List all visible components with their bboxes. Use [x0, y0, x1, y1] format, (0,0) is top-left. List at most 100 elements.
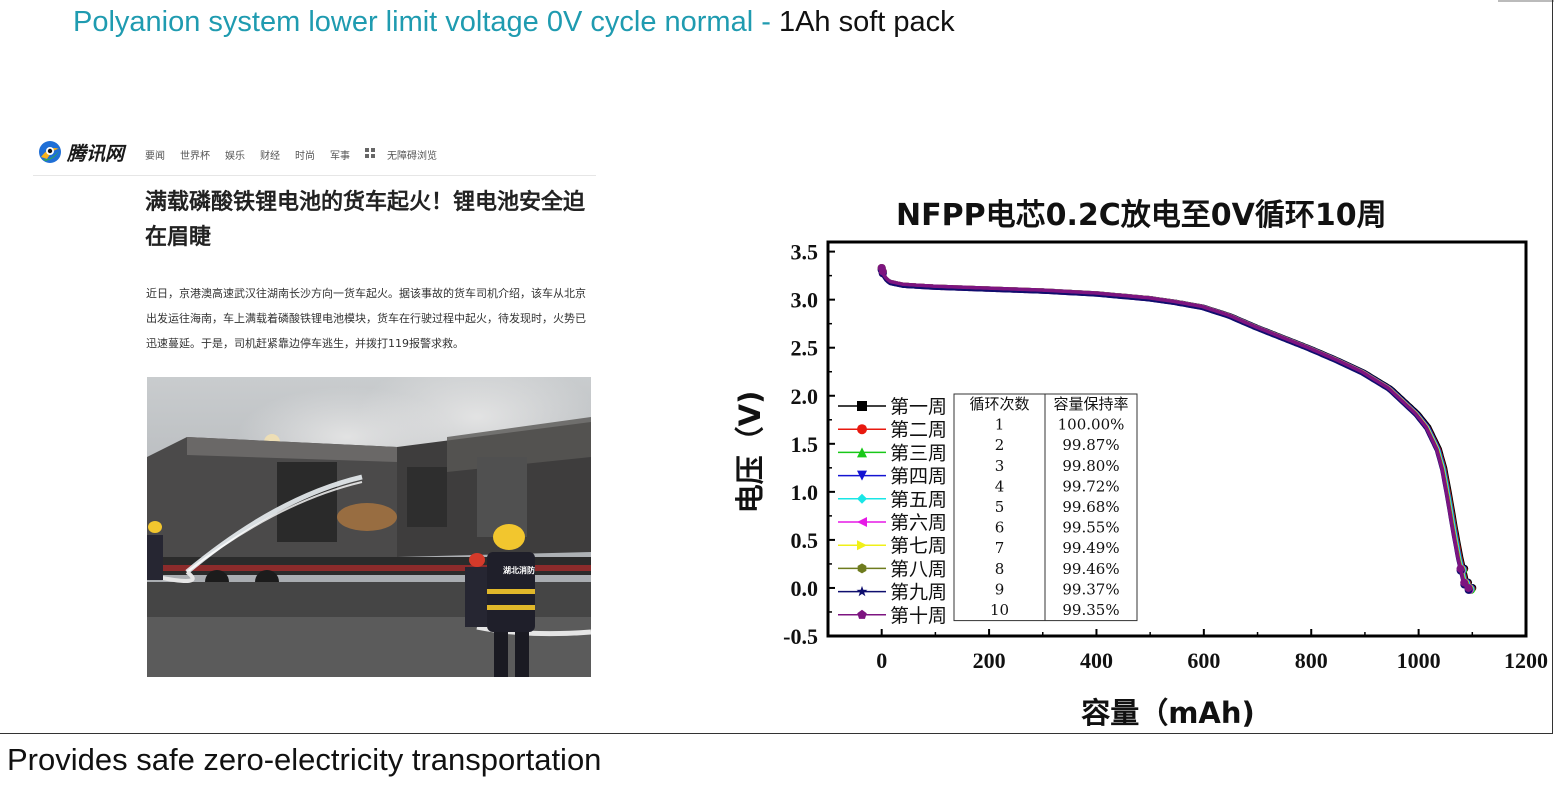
legend-label: 第三周 — [890, 442, 947, 464]
legend-marker-icon — [857, 493, 867, 504]
series-curve — [877, 263, 1473, 592]
data-point — [1456, 564, 1465, 573]
table-header: 循环次数 — [969, 395, 1029, 413]
legend-marker-icon — [857, 424, 867, 435]
news-nav: 要闻 世界杯 娱乐 财经 时尚 军事 无障碍浏览 — [145, 147, 452, 162]
legend-marker-icon — [857, 609, 867, 619]
table-cell-cycle: 9 — [995, 580, 1005, 598]
nav-item-finance[interactable]: 财经 — [260, 151, 280, 162]
y-tick-label: 1.5 — [791, 432, 819, 457]
table-cell-retention: 99.49% — [1062, 539, 1119, 557]
y-tick-label: 1.0 — [791, 480, 819, 505]
nav-item-fashion[interactable]: 时尚 — [295, 151, 315, 162]
table-cell-cycle: 10 — [990, 601, 1009, 619]
legend-item: 第十周 — [838, 605, 947, 627]
table-cell-cycle: 7 — [995, 539, 1005, 557]
grid-menu-icon[interactable] — [365, 148, 375, 158]
table-cell-cycle: 3 — [995, 457, 1005, 475]
table-cell-cycle: 2 — [995, 436, 1005, 454]
legend-item: 第五周 — [838, 489, 947, 511]
x-tick-label: 0 — [876, 648, 887, 673]
x-tick-label: 200 — [973, 648, 1006, 673]
news-headline: 满载磷酸铁锂电池的货车起火！锂电池安全迫在眉睫 — [145, 190, 586, 250]
legend-item: 第七周 — [838, 535, 947, 557]
legend-label: 第二周 — [890, 419, 947, 441]
legend-marker-icon — [857, 470, 867, 481]
data-point — [1460, 578, 1469, 587]
data-point — [1464, 583, 1473, 592]
legend-marker-icon — [857, 401, 867, 411]
table-cell-retention: 99.72% — [1062, 477, 1119, 495]
discharge-chart: NFPP电芯0.2C放电至0V循环10周 0 200 400 600 800 1000 12… — [720, 180, 1554, 732]
series-line — [880, 267, 1470, 590]
table-cell-cycle: 8 — [995, 560, 1005, 578]
nav-item-worldcup[interactable]: 世界杯 — [180, 151, 210, 162]
legend-label: 第八周 — [890, 558, 947, 580]
legend-label: 第四周 — [890, 466, 947, 488]
legend-marker-icon — [856, 585, 868, 597]
chart-plot: 0 200 400 600 800 1000 1200 -0.5 0.0 0.5 1.0 1.5 2.0… — [733, 240, 1548, 730]
legend-marker-icon — [857, 540, 867, 551]
legend-item: 第四周 — [838, 466, 947, 488]
y-tick-label: 0.0 — [791, 576, 819, 601]
legend-item: 第九周 — [838, 582, 947, 604]
table-cell-retention: 100.00% — [1058, 416, 1125, 434]
slide-title: Polyanion system lower limit voltage 0V … — [73, 6, 955, 39]
plot-area — [826, 240, 1528, 638]
corner-divider — [1498, 0, 1554, 2]
x-axis-label: 容量（mAh) — [1081, 696, 1255, 730]
nav-item-military[interactable]: 军事 — [330, 151, 350, 162]
news-body: 近日，京港澳高速武汉往湖南长沙方向一货车起火。据该事故的货车司机介绍，该车从北京… — [146, 287, 586, 350]
table-cell-retention: 99.55% — [1062, 519, 1119, 537]
news-header: 腾讯网 要闻 世界杯 娱乐 财经 时尚 军事 无障碍浏览 — [33, 135, 596, 176]
table-cell-retention: 99.35% — [1062, 601, 1119, 619]
y-axis-label: 电压（V) — [733, 391, 767, 514]
legend-item: 第六周 — [838, 512, 947, 534]
logo-text: 腾讯网 — [67, 142, 125, 165]
y-tick-label: 0.5 — [791, 528, 819, 553]
frame-border-bottom — [0, 733, 1553, 734]
x-tick-label: 800 — [1295, 648, 1328, 673]
legend-item: 第二周 — [838, 419, 947, 441]
y-tick-label: 2.5 — [791, 336, 819, 361]
table-header: 容量保持率 — [1053, 395, 1128, 413]
table-cell-retention: 99.68% — [1062, 498, 1119, 516]
legend-item: 第一周 — [838, 396, 947, 418]
tencent-logo-icon — [39, 141, 61, 163]
table-cell-retention: 99.46% — [1062, 560, 1119, 578]
legend-marker-icon — [857, 563, 867, 574]
nav-item-accessibility[interactable]: 无障碍浏览 — [387, 151, 437, 162]
table-cell-cycle: 5 — [995, 498, 1005, 516]
legend-label: 第六周 — [890, 512, 947, 534]
legend-label: 第五周 — [890, 489, 947, 511]
legend-marker-icon — [857, 517, 867, 527]
y-tick-label: -0.5 — [783, 624, 818, 649]
x-tick-label: 1000 — [1397, 648, 1441, 673]
slide-title-suffix: 1Ah soft pack — [778, 6, 955, 38]
table-cell-retention: 99.37% — [1062, 580, 1119, 598]
chart-title: NFPP电芯0.2C放电至0V循环10周 — [896, 198, 1387, 233]
nav-item-entertainment[interactable]: 娱乐 — [225, 151, 245, 162]
legend-label: 第一周 — [890, 396, 947, 418]
legend-item: 第三周 — [838, 442, 947, 464]
table-cell-cycle: 4 — [995, 477, 1005, 495]
table-cell-cycle: 6 — [995, 519, 1005, 537]
y-tick-label: 3.5 — [791, 240, 819, 265]
truck-fire-photo: 湖北消防 — [147, 377, 591, 677]
y-tick-label: 2.0 — [791, 384, 819, 409]
legend-marker-icon — [857, 447, 867, 458]
table-cell-cycle: 1 — [995, 416, 1005, 434]
nav-item-news[interactable]: 要闻 — [145, 151, 165, 162]
legend-label: 第九周 — [890, 582, 947, 604]
frame-border-right — [1552, 0, 1553, 734]
legend-item: 第八周 — [838, 558, 947, 580]
news-article-screenshot: 腾讯网 要闻 世界杯 娱乐 财经 时尚 军事 无障碍浏览 满载磷酸铁锂电池的货车… — [33, 135, 598, 680]
bottom-caption: Provides safe zero-electricity transport… — [7, 742, 602, 777]
photo-sign-text: 湖北消防 — [503, 565, 535, 575]
table-cell-retention: 99.87% — [1062, 436, 1119, 454]
x-tick-label: 1200 — [1504, 648, 1548, 673]
x-tick-label: 400 — [1080, 648, 1113, 673]
news-logo: 腾讯网 — [37, 137, 124, 167]
retention-table: 循环次数 容量保持率 1 100.00% 2 99.87% 3 99.80% 4 99.72% 5 9… — [953, 393, 1138, 622]
legend-label: 第七周 — [890, 535, 947, 557]
